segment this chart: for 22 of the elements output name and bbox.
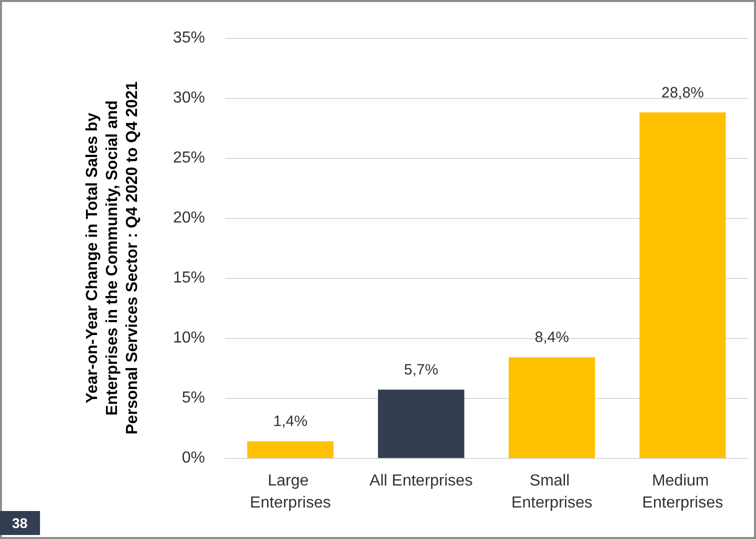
- x-tick-label: Small Enterprises: [511, 472, 592, 512]
- data-label: 8,4%: [534, 329, 569, 346]
- y-tick-label: 35%: [172, 30, 205, 46]
- data-label: 1,4%: [273, 413, 308, 430]
- x-tick-label: All Enterprises: [370, 472, 473, 490]
- data-label: 28,8%: [661, 84, 704, 102]
- x-tick-label: Large Enterprises: [250, 472, 331, 512]
- y-tick-label: 15%: [172, 270, 205, 286]
- bar: [247, 441, 334, 458]
- y-axis-title: Year-on-Year Change in Total Sales by Enterprises in the Community, Social and Personal Services Sector : Q4 2020 to Q4 2021: [83, 80, 142, 437]
- data-label: 5,7%: [404, 362, 438, 379]
- y-tick-label: 0%: [182, 450, 205, 466]
- y-tick-label: 20%: [172, 210, 205, 226]
- bar: [508, 357, 596, 458]
- y-tick-label: 5%: [182, 390, 205, 406]
- bar: [378, 390, 464, 458]
- y-tick-label: 10%: [172, 330, 205, 346]
- y-tick-label: 30%: [172, 90, 205, 106]
- bar: [639, 112, 726, 458]
- y-tick-label: 25%: [172, 150, 205, 166]
- x-tick-label: Medium Enterprises: [642, 472, 724, 512]
- text: 38: [0, 511, 40, 535]
